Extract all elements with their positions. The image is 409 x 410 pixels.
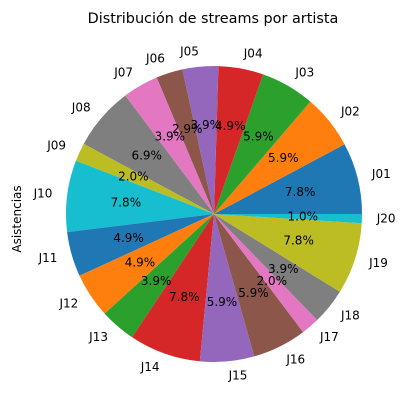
slice-percent-j10: 7.8%: [111, 196, 142, 210]
slice-percent-j01: 7.8%: [285, 185, 316, 199]
chart-title: Distribución de streams por artista: [88, 11, 339, 27]
pie-slice-j14: [132, 214, 214, 362]
pie-slice-j17: [214, 214, 318, 333]
slice-label-j15: J15: [228, 369, 248, 383]
pie-slice-j15: [199, 214, 255, 363]
slice-label-j01: J01: [371, 167, 391, 181]
y-axis-label: Asistencias: [10, 185, 24, 252]
slice-percent-j14: 7.8%: [169, 290, 200, 304]
slice-label-j06: J06: [145, 51, 165, 65]
pie-slice-j10: [66, 160, 214, 233]
slice-label-j17: J17: [319, 330, 339, 344]
slice-percent-j16: 5.9%: [238, 286, 269, 300]
pie-slice-j19: [214, 214, 362, 292]
slice-percent-j15: 5.9%: [207, 295, 238, 309]
slice-label-j12: J12: [58, 296, 78, 310]
slice-percent-j12: 4.9%: [125, 256, 156, 270]
slice-percent-j17: 2.0%: [257, 274, 288, 288]
slice-percent-j13: 3.9%: [141, 274, 172, 288]
pie-slice-j16: [214, 214, 304, 357]
pie-slice-j09: [75, 143, 214, 214]
pie-slice-j03: [214, 74, 311, 214]
pie-slice-j01: [214, 144, 362, 214]
slice-percent-j02: 5.9%: [268, 151, 299, 165]
slice-label-j02: J02: [340, 105, 360, 119]
slice-label-j04: J04: [243, 46, 263, 60]
slice-percent-j05: 3.9%: [191, 118, 222, 132]
slice-label-j08: J08: [71, 100, 91, 114]
slice-label-j18: J18: [340, 308, 360, 322]
pie-slices: [66, 66, 362, 363]
slice-percent-j06: 2.9%: [172, 122, 203, 136]
slice-label-j13: J13: [88, 330, 108, 344]
pie-slice-j08: [83, 95, 214, 214]
slice-label-j19: J19: [368, 256, 388, 270]
slice-label-j09: J09: [46, 139, 66, 153]
pie-labels: J01 7.8% J02 5.9% J03 5.9% J04 4.9% J05 3.9% J06 2.…: [33, 44, 396, 382]
slice-percent-j19: 7.8%: [283, 233, 314, 247]
pie-slice-j11: [67, 214, 214, 276]
pie-slice-j06: [156, 69, 214, 214]
slice-percent-j03: 5.9%: [243, 130, 274, 144]
slice-label-j07: J07: [113, 65, 133, 79]
slice-label-j16: J16: [285, 352, 305, 366]
pie-slice-j20: [214, 214, 362, 224]
pie-slice-j07: [125, 77, 214, 214]
slice-percent-j09: 2.0%: [118, 169, 149, 183]
pie-slice-j02: [214, 101, 345, 214]
slice-label-j11: J11: [38, 251, 58, 265]
slice-percent-j11: 4.9%: [113, 231, 144, 245]
pie-slice-j04: [214, 66, 264, 214]
slice-label-j03: J03: [294, 66, 314, 80]
slice-percent-j18: 3.9%: [268, 262, 299, 276]
pie-slice-j05: [182, 66, 219, 214]
slice-label-j14: J14: [140, 360, 160, 374]
slice-label-j10: J10: [33, 187, 53, 201]
pie-slice-j13: [104, 214, 214, 338]
slice-percent-j04: 4.9%: [215, 119, 246, 133]
pie-slice-j18: [214, 214, 340, 321]
slice-percent-j20: 1.0%: [288, 209, 319, 223]
slice-label-j20: J20: [376, 212, 396, 226]
slice-percent-j07: 3.9%: [155, 129, 186, 143]
slice-label-j05: J05: [179, 44, 199, 58]
pie-slice-j12: [79, 214, 214, 314]
slice-percent-j08: 6.9%: [131, 149, 162, 163]
